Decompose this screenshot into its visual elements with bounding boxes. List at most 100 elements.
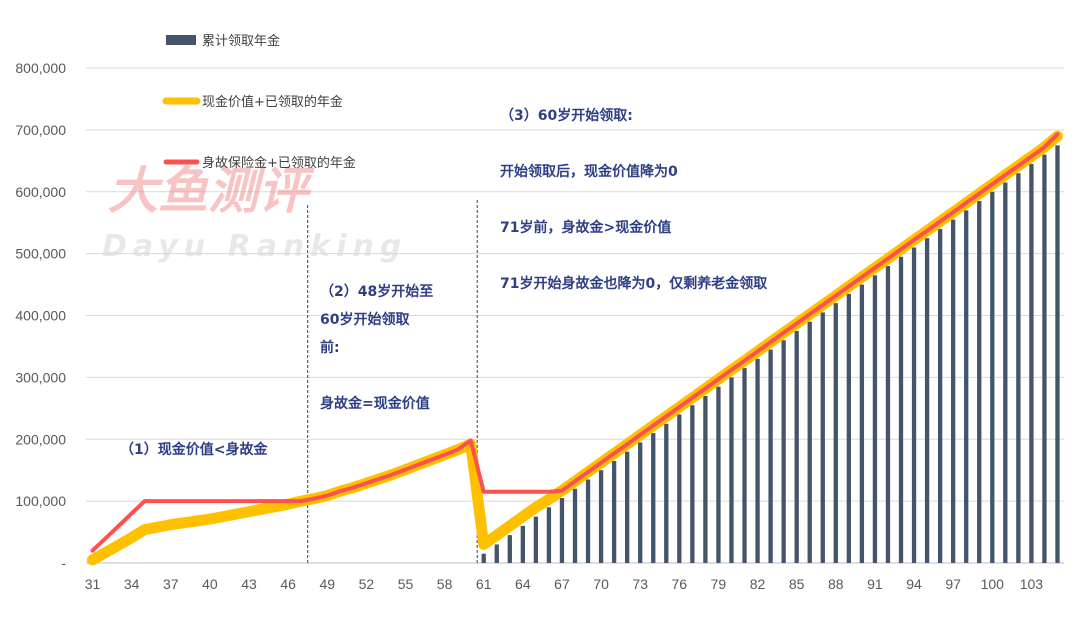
bar [1042,154,1047,563]
bar [703,395,708,563]
bar [977,201,982,563]
y-tick-label: 400,000 [15,308,66,324]
y-axis-tick-labels: - 100,000 200,000 300,000 400,000 500,000 600,… [15,60,66,571]
annotation-line: 前: [320,339,340,356]
bar [885,266,891,563]
bar [807,321,812,563]
legend-label: 累计领取年金 [202,33,280,49]
bar [951,219,956,563]
bar [781,340,786,563]
bar [1055,145,1060,563]
x-tick-label: 46 [280,576,296,592]
bar [638,442,643,563]
x-tick-label: 34 [124,576,140,592]
y-tick-label: 700,000 [15,122,66,138]
x-tick-label: 88 [828,576,844,592]
y-tick-label: 600,000 [15,184,66,200]
x-tick-label: 55 [398,576,414,592]
watermark-logo-text: 大鱼测评 [108,162,315,220]
x-axis-tick-labels: 31 34 37 40 43 46 49 52 55 58 61 64 67 70 73 76 79 82 85 88… [85,576,1044,592]
x-tick-label: 58 [437,576,453,592]
bar [755,358,760,563]
x-tick-label: 61 [476,576,492,592]
series-lines [87,130,1063,566]
legend-label: 身故保险金+已领取的年金 [202,155,356,171]
x-tick-label: 40 [202,576,218,592]
bar [859,284,865,563]
bar [559,498,565,563]
x-tick-label: 94 [906,576,922,592]
bar [677,414,682,563]
y-tick-label: 300,000 [15,369,66,385]
x-tick-label: 97 [945,576,961,592]
y-tick-label: 500,000 [15,246,66,262]
bar [768,349,773,563]
y-tick-label: - [61,555,66,571]
annotations: （1）现金价值<身故金 （2）48岁开始至 60岁开始领取前: 身故金=现金价值 （3）… [120,107,768,458]
watermark: 大鱼测评 Dayu Ranking [102,162,401,264]
bar [494,544,499,563]
legend-label: 现金价值+已领取的年金 [202,94,343,110]
bar [598,470,604,563]
annuity-bars [481,145,1060,563]
bar [964,210,969,563]
x-tick-label: 43 [241,576,257,592]
bar [1016,173,1021,563]
x-tick-label: 103 [1020,576,1044,592]
x-tick-label: 70 [593,576,609,592]
x-tick-label: 52 [359,576,375,592]
x-tick-label: 37 [163,576,179,592]
annotation-line: （1）现金价值<身故金 [120,441,268,458]
x-tick-label: 64 [515,576,531,592]
x-tick-label: 100 [981,576,1005,592]
y-tick-label: 100,000 [15,493,66,509]
bar [651,433,656,563]
annotation: （2）48岁开始至 60岁开始领取前: 身故金=现金价值 [320,283,433,412]
bar [690,405,695,563]
annotation-line: （3）60岁开始领取: [500,107,633,124]
annotation: （3）60岁开始领取: 开始领取后，现金价值降为0 71岁前，身故金>现金价值 71岁… [500,107,768,292]
bar [625,451,630,563]
annotation-line: 身故金=现金价值 [320,395,430,412]
x-tick-label: 76 [672,576,688,592]
x-tick-label: 49 [319,576,335,592]
y-tick-label: 200,000 [15,431,66,447]
annotation-line: 71岁前，身故金>现金价值 [500,219,671,236]
annotation-line: 71岁开始身故金也降为0，仅剩养老金领取 [500,275,768,292]
bar [546,507,552,563]
y-tick-label: 800,000 [15,60,66,76]
x-tick-label: 31 [85,576,101,592]
bar [507,535,512,563]
bar [872,275,878,563]
bar [611,460,617,563]
x-tick-label: 82 [750,576,766,592]
bar [990,191,995,563]
x-tick-label: 79 [711,576,727,592]
x-tick-label: 85 [789,576,805,592]
annotation: （1）现金价值<身故金 [120,441,268,458]
annotation-line: 60岁开始领取 [320,311,410,328]
x-tick-label: 91 [867,576,883,592]
annotation-line: 开始领取后，现金价值降为0 [500,163,678,180]
bar [1003,182,1008,563]
bar [572,488,578,563]
bar [664,423,669,563]
series-line [90,132,1060,553]
bar [794,330,799,563]
bar [729,377,734,563]
x-tick-label: 67 [554,576,570,592]
legend-swatch [166,35,196,45]
bar [585,479,591,563]
bar [520,525,525,563]
bar [1029,163,1034,563]
bar [924,238,930,563]
bar [898,256,904,563]
bar [820,312,825,563]
bar [481,553,486,563]
bar [742,368,747,563]
bar [937,228,943,563]
bar [846,293,851,563]
bar [533,516,539,563]
